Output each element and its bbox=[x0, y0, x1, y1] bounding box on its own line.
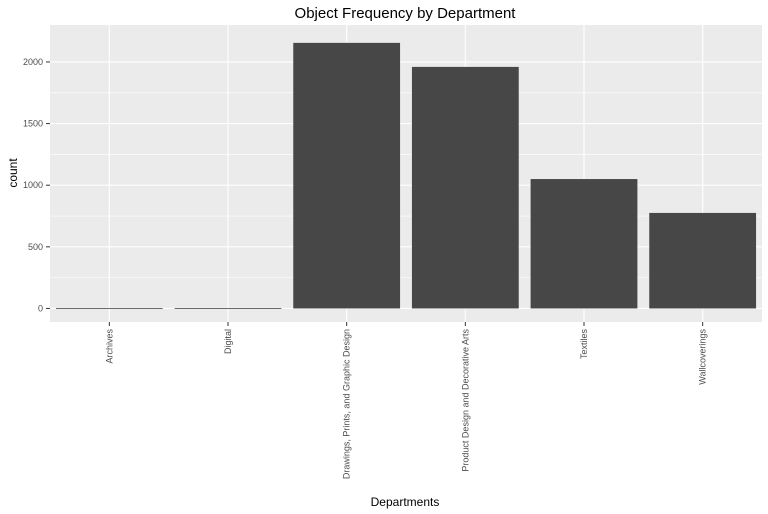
x-axis-title: Departments bbox=[371, 495, 440, 509]
bar bbox=[174, 308, 282, 309]
bars bbox=[55, 42, 757, 309]
x-tick-label: Digital bbox=[223, 329, 233, 354]
minor-gridlines bbox=[50, 92, 762, 278]
y-tick-label: 2000 bbox=[23, 57, 43, 67]
bar bbox=[530, 179, 638, 309]
major-gridlines bbox=[50, 25, 762, 322]
bar bbox=[293, 42, 401, 309]
plot-panel bbox=[50, 25, 762, 322]
y-axis: 0 500 1000 1500 2000 bbox=[23, 57, 50, 313]
y-tick-label: 1500 bbox=[23, 119, 43, 129]
x-tick-label: Drawings, Prints, and Graphic Design bbox=[342, 329, 352, 479]
x-tick-label: Archives bbox=[104, 329, 114, 364]
x-axis: Archives Digital Drawings, Prints, and Gra… bbox=[104, 322, 708, 479]
bar bbox=[411, 66, 519, 309]
bar bbox=[649, 212, 757, 309]
y-tick-label: 0 bbox=[38, 303, 43, 313]
y-axis-title: count bbox=[6, 158, 20, 188]
y-tick-label: 500 bbox=[28, 242, 43, 252]
bar bbox=[55, 308, 163, 309]
x-tick-label: Wallcoverings bbox=[698, 329, 708, 385]
x-tick-label: Product Design and Decorative Arts bbox=[460, 329, 470, 472]
x-tick-label: Textiles bbox=[579, 329, 589, 360]
y-tick-label: 1000 bbox=[23, 180, 43, 190]
chart-title: Object Frequency by Department bbox=[295, 5, 517, 22]
